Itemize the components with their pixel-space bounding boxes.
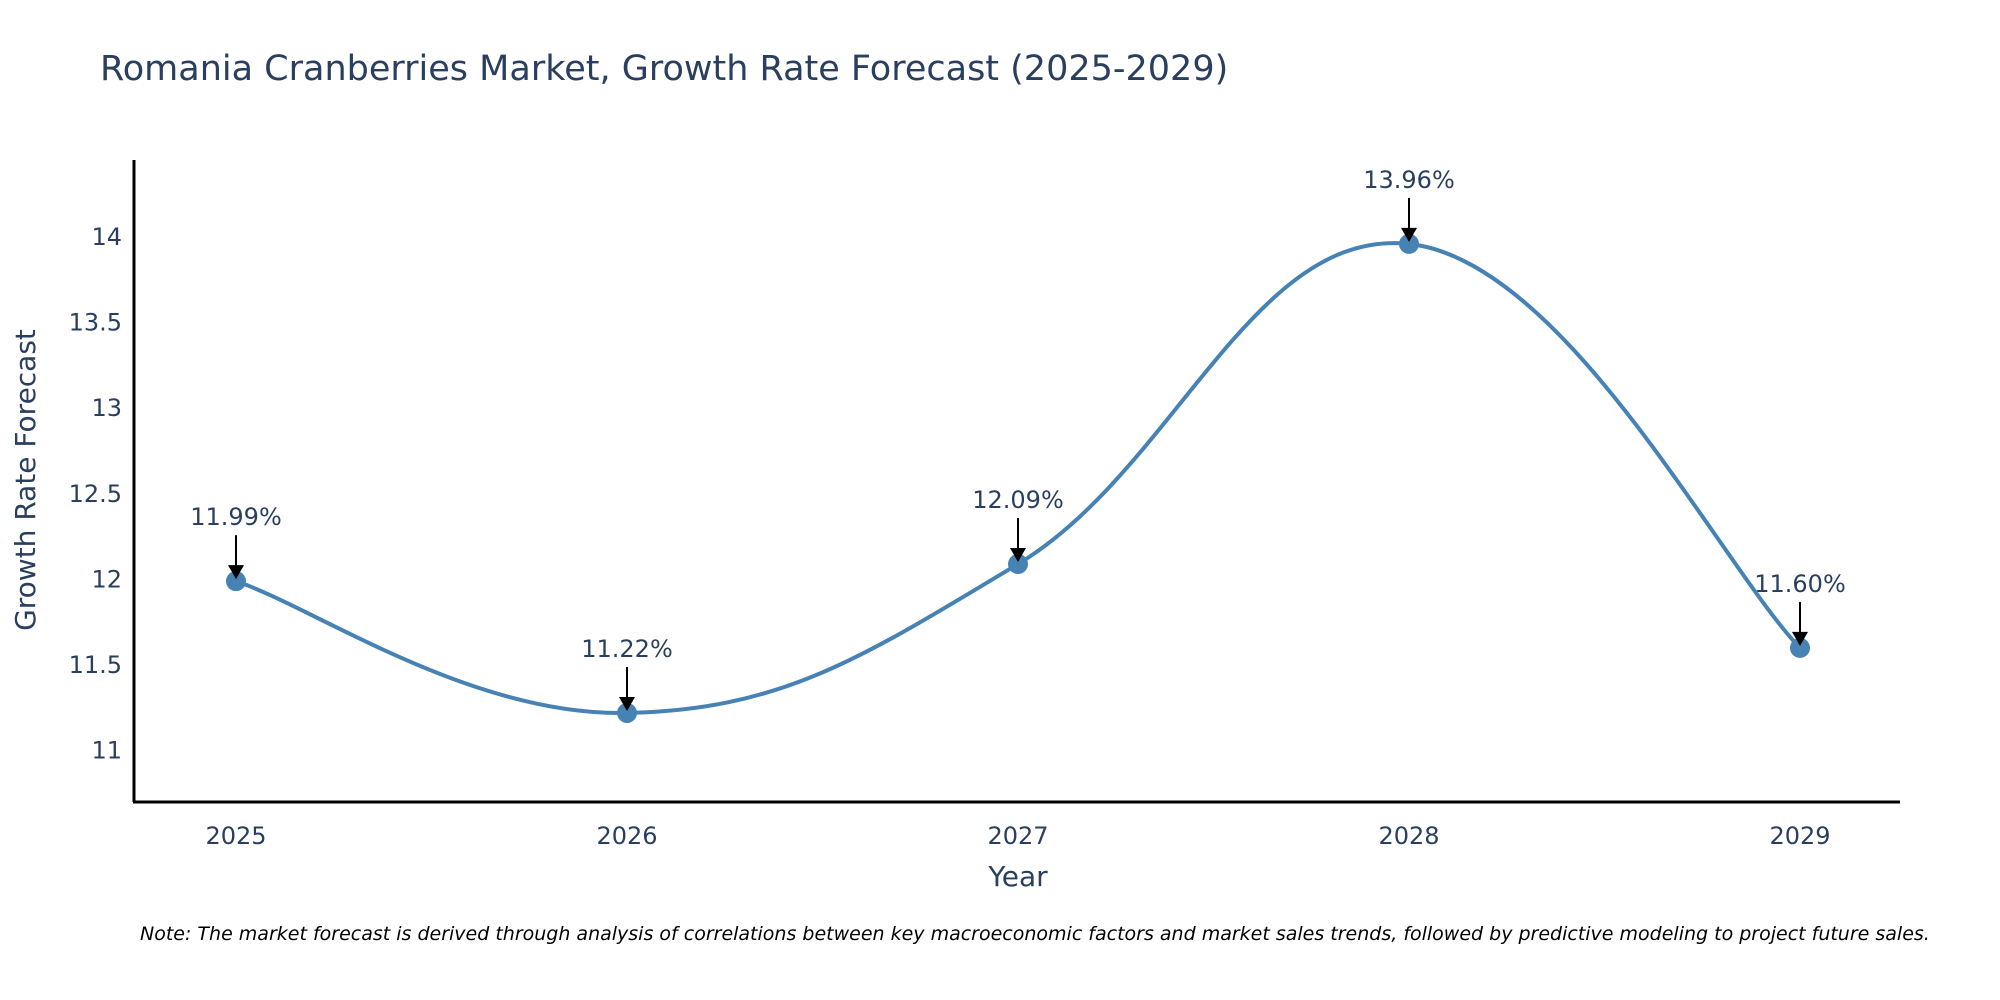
data-label: 13.96% [1363,166,1455,194]
chart-title: Romania Cranberries Market, Growth Rate … [100,49,1228,89]
data-point [226,571,246,592]
y-tick-label: 13 [91,394,122,422]
annotation-arrow-head [619,696,635,711]
x-tick-label: 2028 [1378,822,1439,850]
data-point [1790,637,1810,658]
y-tick-label: 13.5 [69,309,122,337]
data-label: 11.99% [190,503,282,531]
y-axis-ticks: 11 11.5 12 12.5 13 13.5 14 [69,223,122,765]
data-label: 11.22% [581,635,673,663]
footnote: Note: The market forecast is derived thr… [140,923,1930,945]
data-point [617,702,637,723]
y-tick-label: 12 [91,565,122,593]
x-axis-ticks: 2025 2026 2027 2028 2029 [205,822,1830,850]
data-point [1008,554,1028,575]
x-tick-label: 2025 [205,822,266,850]
annotation-arrow-head [228,565,244,580]
x-tick-label: 2027 [987,822,1048,850]
annotation-arrow-head [1401,227,1417,242]
data-markers [226,233,1810,723]
x-tick-label: 2029 [1769,822,1830,850]
x-axis-title: Year [987,860,1048,893]
annotation-arrow-head [1010,548,1026,563]
y-tick-label: 11 [91,737,122,765]
y-tick-label: 14 [91,223,122,251]
y-tick-label: 11.5 [69,651,122,679]
x-tick-label: 2026 [596,822,657,850]
y-tick-label: 12.5 [69,480,122,508]
annotation-arrow-head [1792,631,1808,646]
data-label: 11.60% [1754,570,1846,598]
data-annotations: 11.99% 11.22% 12.09% 13.96% 11.60% [190,166,1846,711]
data-label: 12.09% [972,486,1064,514]
series-line [235,241,1802,715]
y-axis-title: Growth Rate Forecast [9,329,42,631]
data-point [1399,233,1419,254]
